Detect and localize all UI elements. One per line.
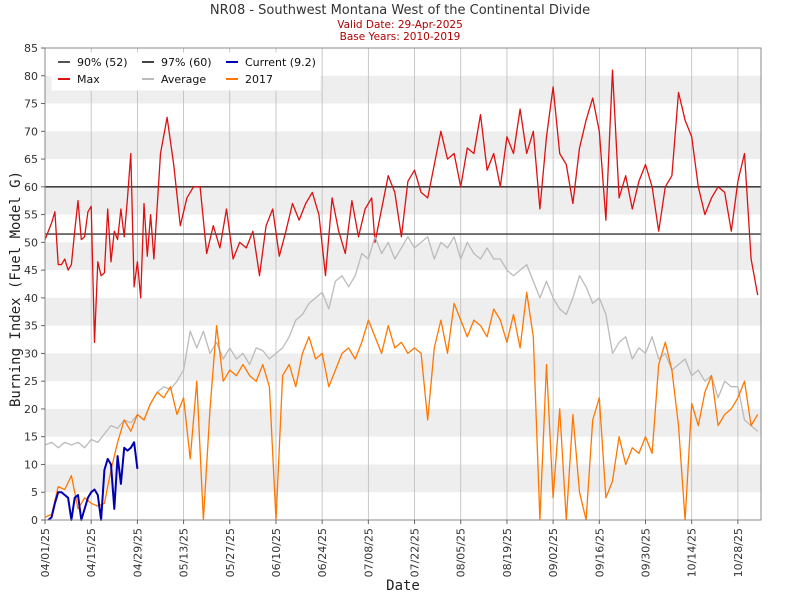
plot-frame: [44, 47, 762, 521]
legend-label-p90: 90% (52): [77, 56, 128, 69]
chart-subtitle-base-years: Base Years: 2010-2019: [339, 31, 461, 43]
legend-label-max: Max: [77, 73, 100, 86]
x-tick-label: 06/10/25: [270, 528, 283, 577]
x-tick-label: 05/27/25: [224, 528, 237, 577]
chart-title: NR08 - Southwest Montana West of the Con…: [209, 3, 591, 18]
y-axis-ticks: 0 5 10 15 20 25 30 35 40 45 50 55 60 65 70 75 80 85: [24, 42, 45, 527]
y-tick-label: 65: [24, 153, 38, 166]
y2017-series-line: [44, 291, 759, 521]
x-tick-label: 07/08/25: [362, 528, 375, 577]
average-series-line: [44, 236, 759, 449]
grid-bands: [45, 75, 761, 493]
y-tick-label: 40: [24, 292, 38, 305]
x-tick-label: 04/01/25: [39, 528, 52, 577]
threshold-lines: [45, 186, 761, 235]
x-tick-label: 05/13/25: [178, 528, 191, 577]
x-axis-ticks: 04/01/25 04/15/25 04/29/25 05/13/25 05/27/25…: [39, 520, 745, 577]
y-tick-label: 45: [24, 264, 38, 277]
grid-band: [45, 408, 761, 437]
legend: 90% (52) 97% (60) Current (9.2) Max Average 2…: [51, 52, 321, 91]
y-tick-label: 10: [24, 458, 38, 471]
chart-subtitle-valid-date: Valid Date: 29-Apr-2025: [337, 19, 463, 31]
grid-band: [45, 131, 761, 160]
x-tick-label: 07/22/25: [409, 528, 422, 577]
grid-band: [45, 464, 761, 493]
legend-label-average: Average: [161, 73, 206, 86]
legend-label-p97: 97% (60): [161, 56, 212, 69]
grid-band: [45, 186, 761, 215]
grid-band: [45, 297, 761, 326]
x-axis-label: Date: [386, 578, 420, 594]
y-tick-label: 80: [24, 70, 38, 83]
current-series-line: [47, 441, 139, 521]
x-tick-label: 08/05/25: [455, 528, 468, 577]
y-tick-label: 50: [24, 236, 38, 249]
y-tick-label: 70: [24, 125, 38, 138]
y-tick-label: 25: [24, 375, 38, 388]
y-tick-label: 0: [31, 514, 38, 527]
y-tick-label: 60: [24, 181, 38, 194]
grid-band: [45, 353, 761, 382]
y-tick-label: 75: [24, 98, 38, 111]
y-tick-label: 15: [24, 431, 38, 444]
grid-band: [45, 242, 761, 271]
y-tick-label: 30: [24, 347, 38, 360]
x-tick-label: 04/29/25: [131, 528, 144, 577]
x-tick-label: 10/14/25: [686, 528, 699, 577]
x-tick-label: 09/02/25: [547, 528, 560, 577]
series-lines: [44, 69, 759, 521]
y-tick-label: 20: [24, 403, 38, 416]
legend-box: [51, 52, 321, 91]
y-tick-label: 35: [24, 320, 38, 333]
y-axis-label: Burning Index (Fuel Model G): [8, 171, 24, 407]
y-tick-label: 5: [31, 486, 38, 499]
x-tick-label: 09/30/25: [640, 528, 653, 577]
legend-label-current: Current (9.2): [245, 56, 316, 69]
legend-label-y2017: 2017: [245, 73, 273, 86]
x-tick-label: 09/16/25: [593, 528, 606, 577]
x-tick-label: 08/19/25: [501, 528, 514, 577]
x-tick-label: 06/24/25: [316, 528, 329, 577]
x-tick-label: 04/15/25: [85, 528, 98, 577]
y-tick-label: 85: [24, 42, 38, 55]
y-tick-label: 55: [24, 209, 38, 222]
max-series-line: [44, 69, 759, 343]
x-tick-label: 10/28/25: [732, 528, 745, 577]
